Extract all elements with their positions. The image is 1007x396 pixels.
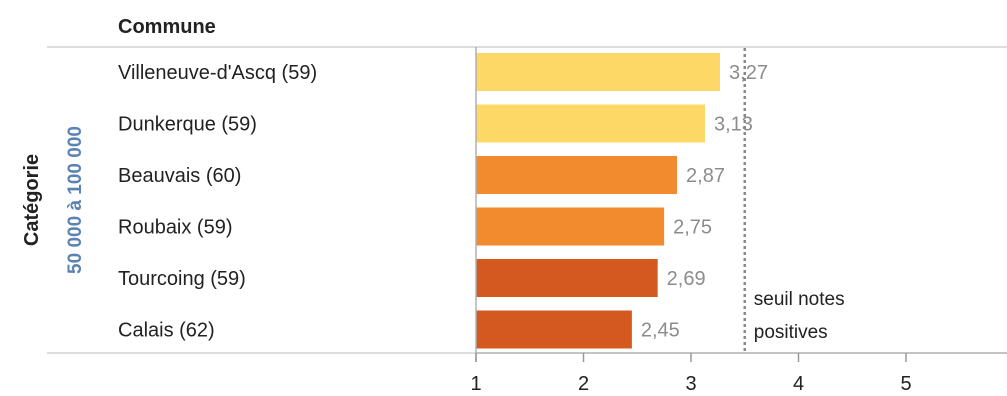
x-tick-label: 1	[470, 373, 481, 395]
row-group-title: Catégorie	[21, 154, 43, 246]
threshold-label-line2: positives	[754, 322, 828, 343]
x-tick-label: 2	[578, 373, 589, 395]
bar	[476, 104, 705, 143]
x-axis-ticks: 123456	[470, 47, 912, 395]
bar	[476, 310, 632, 349]
commune-label: Dunkerque (59)	[118, 114, 257, 136]
value-label: 2,75	[673, 217, 712, 239]
x-tick-label: 5	[900, 373, 911, 395]
commune-label: Calais (62)	[118, 320, 215, 342]
threshold-label-line1: seuil notes	[754, 289, 845, 310]
bar	[476, 156, 678, 194]
commune-label: Roubaix (59)	[118, 217, 233, 239]
x-tick-label: 3	[685, 373, 696, 395]
bar	[476, 207, 665, 246]
commune-label: Villeneuve-d'Ascq (59)	[118, 62, 317, 84]
column-title: Commune	[118, 16, 216, 38]
category-label: 50 000 à 100 000	[65, 126, 86, 274]
commune-label: Tourcoing (59)	[118, 268, 246, 290]
bar	[476, 53, 721, 91]
x-tick-label: 4	[793, 373, 804, 395]
value-label: 3,27	[729, 62, 768, 84]
commune-labels: Villeneuve-d'Ascq (59) Dunkerque (59) Beau…	[118, 62, 317, 342]
value-label: 3,13	[714, 114, 753, 136]
bars-group	[476, 53, 721, 349]
value-label: 2,45	[641, 320, 680, 342]
value-label: 2,69	[667, 268, 706, 290]
value-labels: 3,27 3,13 2,87 2,75 2,69 2,45	[641, 62, 768, 342]
commune-label: Beauvais (60)	[118, 165, 241, 187]
value-label: 2,87	[686, 165, 725, 187]
bar	[476, 259, 658, 297]
